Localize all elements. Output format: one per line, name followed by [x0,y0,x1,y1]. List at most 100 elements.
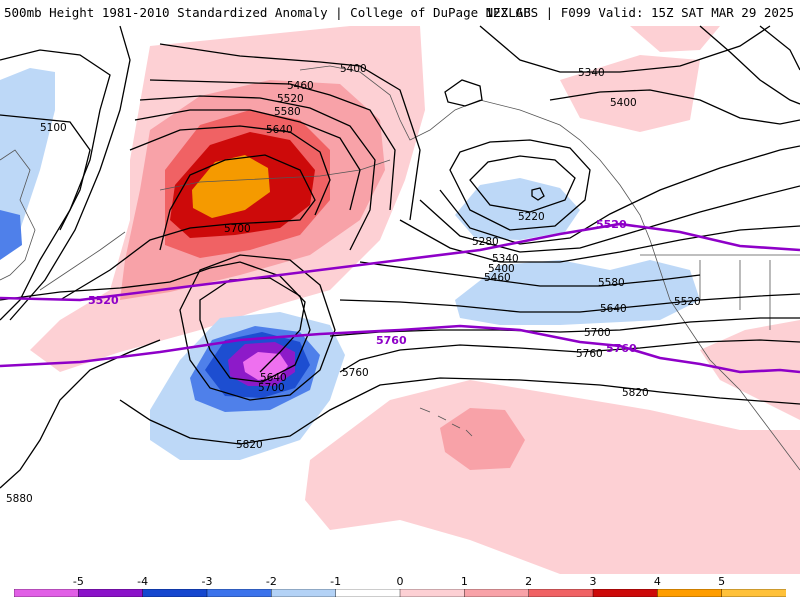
weather-map: 5100 5400 5460 5520 5580 5640 5700 5340 … [0,24,800,574]
contour-label-5700-low: 5700 [258,382,285,394]
contour-5520 [139,95,376,251]
colorbar-segment [78,589,144,597]
anomaly-shading [0,26,800,574]
colorbar-strip [14,589,786,597]
valid-time: 12Z GFS | F099 Valid: 15Z SAT MAR 29 202… [485,5,794,20]
contour-label-5400-ne: 5400 [610,97,637,109]
contour-label-5640-n: 5640 [266,124,293,136]
anomaly-neg1-east [455,260,700,325]
reference-label-5760-e: 5760 [606,342,637,355]
colorbar-tick-label: 1 [460,575,468,588]
anomaly-neg1-northwest [0,68,55,240]
colorbar-tick-label: -2 [265,575,277,588]
anomaly-pos2-southeast [440,408,525,470]
contour-5460 [149,79,396,211]
colorbar-tick-label: -1 [330,575,342,588]
contour-alaska-high [444,79,483,107]
contour-label-5520-e: 5520 [674,296,701,308]
contour-5700-e [329,317,800,337]
kuril-islands [39,231,126,291]
contour-5880 [0,339,161,489]
colorbar-tick-label: 0 [396,575,404,588]
contour-label-5640-e: 5640 [600,303,627,315]
reference-line-5760 [0,324,800,374]
contour-label-5760-low: 5760 [342,367,369,379]
contour-label-5460: 5460 [287,80,314,92]
reference-line-5520 [0,222,800,302]
contour-label-5700-e: 5700 [584,327,611,339]
map-title: 500mb Height 1981-2010 Standardized Anom… [4,5,531,20]
colorbar-tick-label: 2 [525,575,533,588]
contour-label-5340-ne: 5340 [578,67,605,79]
contour-ne-a [479,25,771,73]
contour-low-ring2 [179,254,336,401]
contour-5820-s [119,377,800,445]
map-header: 500mb Height 1981-2010 Standardized Anom… [0,0,800,24]
contour-5100 [0,114,91,231]
anomaly-pos1-topright [630,26,720,52]
contour-label-5400-n: 5400 [340,63,367,75]
colorbar-segment [464,589,530,597]
contour-small-low [531,187,545,201]
contour-5580-e [359,261,701,287]
anomaly-neg2-west [0,210,22,260]
contour-label-5400-e: 5400 [488,263,515,275]
anomaly-pos1-east [700,320,800,420]
colorbar-segment [657,589,723,597]
anomaly-pos1-northeast [560,55,700,132]
contour-ne-b [549,89,800,125]
contour-label-5580-e: 5580 [598,277,625,289]
reference-contours [0,222,800,374]
contour-label-5280: 5280 [472,236,499,248]
contour-5340-e [439,145,800,245]
contour-west-b [9,25,131,321]
contour-label-5820-s: 5820 [236,439,263,451]
anomaly-colorbar: -5 -4 -3 -2 -1 0 1 2 3 4 5 [0,574,800,600]
colorbar-segment [528,589,594,597]
contour-5760-e [339,339,800,373]
colorbar-tick-label: -4 [137,575,149,588]
contour-label-5100: 5100 [40,122,67,134]
contour-west-a [0,49,111,321]
colorbar-segment [721,589,786,597]
contour-5220 [469,155,576,213]
colorbar-tick-label: 5 [718,575,726,588]
contour-ne-d [759,25,800,71]
reference-label-5520-w: 5520 [88,294,119,307]
reference-label-5520-e: 5520 [596,218,627,231]
contour-label-5820-e: 5820 [622,387,649,399]
contour-5640-e [339,293,800,313]
contour-5460-e [399,219,800,263]
contour-label-5880: 5880 [6,493,33,505]
alaska-coastline [299,65,800,471]
colorbar-segment [399,589,466,597]
hawaii-islands [419,407,473,437]
colorbar-segment [271,589,337,597]
contour-5280 [449,139,591,231]
contour-label-5760-e: 5760 [576,348,603,360]
colorbar-segment [14,589,80,597]
contour-5580 [134,109,361,211]
anomaly-pos5-core [192,155,270,218]
contour-5700-n [59,154,316,301]
contour-label-5340-e: 5340 [492,253,519,265]
colorbar-tick-label: -5 [72,575,84,588]
reference-labels: 5520 5520 5760 5760 [88,218,637,355]
reference-label-5760-c: 5760 [376,334,407,347]
anomaly-neg1-gulf [455,178,580,240]
contour-5400-e [419,185,800,253]
us-border [640,254,800,330]
contour-5640 [129,125,331,216]
contour-label-5580-n: 5580 [274,106,301,118]
anomaly-pos1-south [305,380,800,574]
colorbar-tick-label: 4 [653,575,661,588]
contour-labels: 5100 5400 5460 5520 5580 5640 5700 5340 … [6,63,701,505]
contour-5760-w [0,261,306,373]
colorbar-segment [335,589,401,597]
contour-label-5520-n: 5520 [277,93,304,105]
asia-coastline [0,149,36,281]
contour-label-5700-n: 5700 [224,223,251,235]
colorbar-segment [206,589,273,597]
colorbar-segment [142,589,208,597]
contour-label-5460-e: 5460 [484,272,511,284]
